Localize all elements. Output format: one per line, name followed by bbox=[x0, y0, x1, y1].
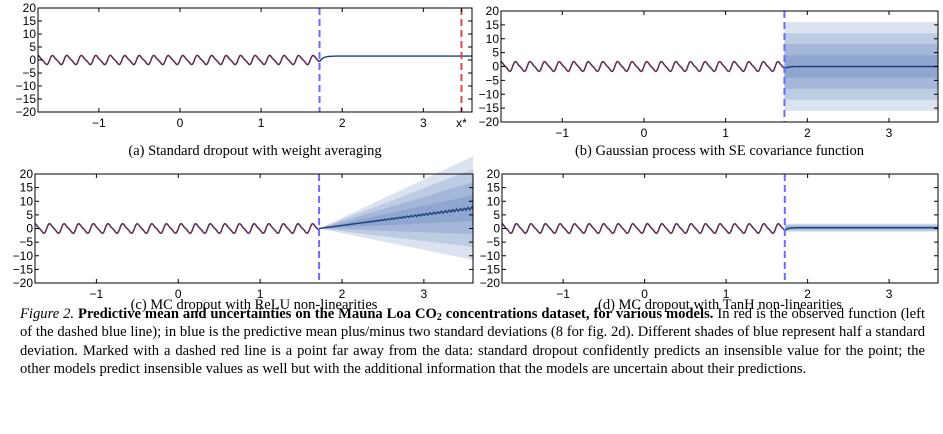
uncertainty-band-1 bbox=[319, 156, 473, 260]
y-tick-label: 5 bbox=[29, 40, 36, 54]
y-tick-label: 5 bbox=[26, 208, 33, 222]
y-tick-label: 0 bbox=[26, 222, 33, 236]
figure-label: Figure 2. bbox=[20, 306, 75, 322]
x-tick-label: 3 bbox=[886, 126, 893, 140]
y-tick-label: 20 bbox=[23, 1, 37, 15]
y-tick-label: 5 bbox=[492, 46, 499, 60]
y-tick-label: −15 bbox=[479, 101, 500, 115]
y-tick-label: −5 bbox=[19, 235, 33, 249]
x-tick-label: 3 bbox=[886, 287, 893, 301]
y-tick-label: −20 bbox=[480, 276, 501, 290]
y-tick-label: −10 bbox=[13, 249, 34, 263]
x-tick-label: 2 bbox=[804, 287, 811, 301]
predictive-mean-series bbox=[784, 65, 938, 70]
y-tick-label: −20 bbox=[13, 276, 34, 290]
predictive-mean-series bbox=[319, 205, 474, 230]
x-tick-label: 0 bbox=[641, 126, 648, 140]
y-tick-label: −5 bbox=[22, 66, 36, 80]
fitted-mean-series bbox=[501, 223, 786, 234]
subcaption-b: (b) Gaussian process with SE covariance … bbox=[574, 143, 865, 159]
predictive-mean-series bbox=[318, 55, 472, 63]
x-tick-label: 3 bbox=[421, 287, 428, 301]
uncertainty-band-3 bbox=[319, 182, 473, 234]
x-tick-label: 2 bbox=[804, 126, 811, 140]
y-tick-label: −10 bbox=[479, 87, 500, 101]
caption-body: In red is the observed function (left of… bbox=[20, 306, 926, 378]
panel-a: 20 15 10 5 0 −5 −10 −15 −20 −1 0 1 2 3 x* (a) Standard… bbox=[0, 0, 473, 160]
y-tick-label: 0 bbox=[29, 53, 36, 67]
x-tick-label: 3 bbox=[420, 116, 427, 130]
y-tick-label: 15 bbox=[487, 181, 501, 195]
predictive-mean-series bbox=[784, 226, 938, 232]
x-tick-label: 0 bbox=[175, 287, 182, 301]
y-tick-label: 0 bbox=[493, 222, 500, 236]
y-tick-label: 5 bbox=[493, 208, 500, 222]
x-tick-label: x* bbox=[456, 116, 467, 130]
y-tick-label: 0 bbox=[492, 60, 499, 74]
panel-d: 20 15 10 5 0 −5 −10 −15 −20 −1 0 1 2 3 (d) MC dropout… bbox=[470, 162, 943, 322]
y-tick-label: −5 bbox=[485, 73, 499, 87]
y-tick-label: 20 bbox=[486, 4, 500, 18]
panel-b: 20 15 10 5 0 −5 −10 −15 −20 −1 0 1 2 3 (b) Gaussian p… bbox=[470, 0, 943, 160]
y-tick-label: 10 bbox=[20, 194, 34, 208]
y-tick-label: −5 bbox=[486, 235, 500, 249]
x-tick-label: 0 bbox=[641, 287, 648, 301]
x-tick-label: 0 bbox=[177, 116, 184, 130]
fitted-mean-series bbox=[500, 61, 785, 72]
plot-frame bbox=[37, 7, 473, 113]
panel-c: 20 15 10 5 0 −5 −10 −15 −20 −1 0 1 2 3 (c) MC dropout… bbox=[0, 156, 474, 322]
y-tick-label: −15 bbox=[480, 262, 501, 276]
y-tick-label: 20 bbox=[20, 167, 34, 181]
caption-title: Predictive mean and uncertainties on the… bbox=[78, 306, 714, 323]
y-tick-label: −20 bbox=[479, 115, 500, 129]
subcaption-d: (d) MC dropout with TanH non-linearities bbox=[598, 297, 842, 313]
uncertainty-band-4 bbox=[319, 195, 473, 229]
y-tick-label: −20 bbox=[16, 105, 37, 119]
x-tick-label: −1 bbox=[90, 287, 104, 301]
x-tick-label: 2 bbox=[339, 287, 346, 301]
y-tick-label: −15 bbox=[16, 92, 37, 106]
x-tick-label: −1 bbox=[92, 116, 106, 130]
x-tick-label: 1 bbox=[722, 126, 729, 140]
fitted-mean-series bbox=[34, 223, 320, 234]
subcaption-c: (c) MC dropout with ReLU non-linearities bbox=[130, 297, 378, 313]
y-tick-label: 10 bbox=[23, 27, 37, 41]
figure-caption: Figure 2. Predictive mean and uncertaint… bbox=[20, 305, 925, 379]
y-tick-label: −10 bbox=[480, 249, 501, 263]
y-tick-label: −10 bbox=[16, 79, 37, 93]
uncertainty-band-2 bbox=[319, 169, 473, 247]
y-tick-label: 15 bbox=[20, 181, 34, 195]
y-tick-label: 15 bbox=[23, 14, 37, 28]
y-tick-label: 15 bbox=[486, 18, 500, 32]
fitted-mean-series bbox=[37, 54, 320, 66]
x-tick-label: 1 bbox=[258, 116, 265, 130]
y-tick-label: 10 bbox=[487, 194, 501, 208]
x-tick-label: 1 bbox=[723, 287, 730, 301]
x-tick-label: 1 bbox=[257, 287, 264, 301]
x-tick-label: −1 bbox=[556, 287, 570, 301]
x-tick-label: −1 bbox=[555, 126, 569, 140]
y-tick-label: 10 bbox=[486, 32, 500, 46]
subcaption-a: (a) Standard dropout with weight averagi… bbox=[128, 143, 382, 159]
x-tick-label: 2 bbox=[339, 116, 346, 130]
y-tick-label: −15 bbox=[13, 262, 34, 276]
y-tick-label: 20 bbox=[487, 167, 501, 181]
